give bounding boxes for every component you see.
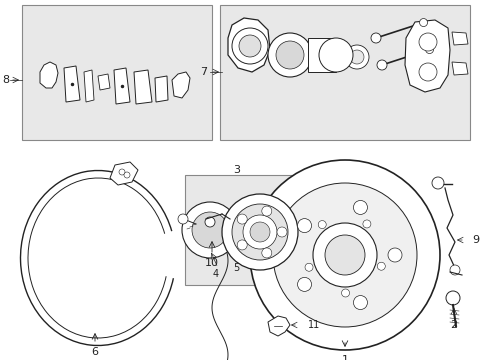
- Polygon shape: [114, 68, 130, 104]
- Polygon shape: [227, 18, 269, 72]
- Bar: [184, 175, 294, 285]
- Polygon shape: [155, 76, 168, 102]
- Circle shape: [237, 214, 247, 224]
- Circle shape: [445, 291, 459, 305]
- Circle shape: [243, 215, 276, 249]
- Polygon shape: [64, 66, 80, 102]
- Bar: [307, 38, 335, 72]
- Circle shape: [237, 240, 247, 250]
- Circle shape: [231, 204, 287, 260]
- Circle shape: [376, 60, 386, 70]
- Polygon shape: [40, 62, 58, 88]
- Circle shape: [353, 201, 366, 215]
- Text: 4: 4: [212, 269, 219, 279]
- Circle shape: [419, 19, 427, 27]
- Circle shape: [449, 265, 459, 275]
- Circle shape: [318, 221, 325, 229]
- Circle shape: [261, 206, 271, 216]
- Circle shape: [325, 235, 364, 275]
- Circle shape: [276, 227, 286, 237]
- Polygon shape: [84, 70, 94, 102]
- Circle shape: [297, 219, 311, 233]
- Circle shape: [204, 217, 215, 227]
- Polygon shape: [172, 72, 190, 98]
- Circle shape: [119, 169, 125, 175]
- Circle shape: [305, 263, 312, 271]
- Circle shape: [377, 262, 385, 270]
- Circle shape: [353, 296, 366, 310]
- Circle shape: [431, 177, 443, 189]
- Circle shape: [249, 160, 439, 350]
- Circle shape: [370, 33, 380, 43]
- Text: 5: 5: [232, 263, 239, 273]
- Polygon shape: [451, 32, 467, 45]
- Circle shape: [312, 223, 376, 287]
- Circle shape: [318, 38, 352, 72]
- Text: 9: 9: [471, 235, 478, 245]
- Circle shape: [192, 212, 227, 248]
- Circle shape: [425, 46, 433, 54]
- Polygon shape: [451, 62, 467, 75]
- Polygon shape: [98, 74, 110, 90]
- Circle shape: [261, 248, 271, 258]
- Text: 10: 10: [204, 258, 219, 268]
- Circle shape: [418, 63, 436, 81]
- Circle shape: [272, 183, 416, 327]
- Bar: [22, 5, 212, 140]
- Circle shape: [345, 45, 368, 69]
- Polygon shape: [404, 20, 449, 92]
- Circle shape: [297, 278, 311, 291]
- Circle shape: [239, 35, 261, 57]
- Text: 2: 2: [449, 320, 457, 330]
- Circle shape: [249, 222, 269, 242]
- Polygon shape: [134, 70, 152, 104]
- Circle shape: [231, 28, 267, 64]
- Circle shape: [178, 214, 187, 224]
- Polygon shape: [110, 162, 138, 185]
- Bar: [220, 5, 469, 140]
- Text: 6: 6: [91, 347, 98, 357]
- Circle shape: [349, 50, 363, 64]
- Text: 11: 11: [307, 320, 320, 330]
- Polygon shape: [267, 316, 289, 336]
- Circle shape: [387, 248, 401, 262]
- Circle shape: [418, 33, 436, 51]
- Circle shape: [267, 33, 311, 77]
- Text: 7: 7: [200, 67, 207, 77]
- Circle shape: [182, 202, 238, 258]
- Circle shape: [222, 194, 297, 270]
- Text: 1: 1: [341, 355, 348, 360]
- Circle shape: [124, 172, 130, 178]
- Circle shape: [275, 41, 304, 69]
- Circle shape: [362, 220, 370, 228]
- Text: 8: 8: [2, 75, 10, 85]
- Circle shape: [341, 289, 349, 297]
- Text: 3: 3: [233, 165, 240, 175]
